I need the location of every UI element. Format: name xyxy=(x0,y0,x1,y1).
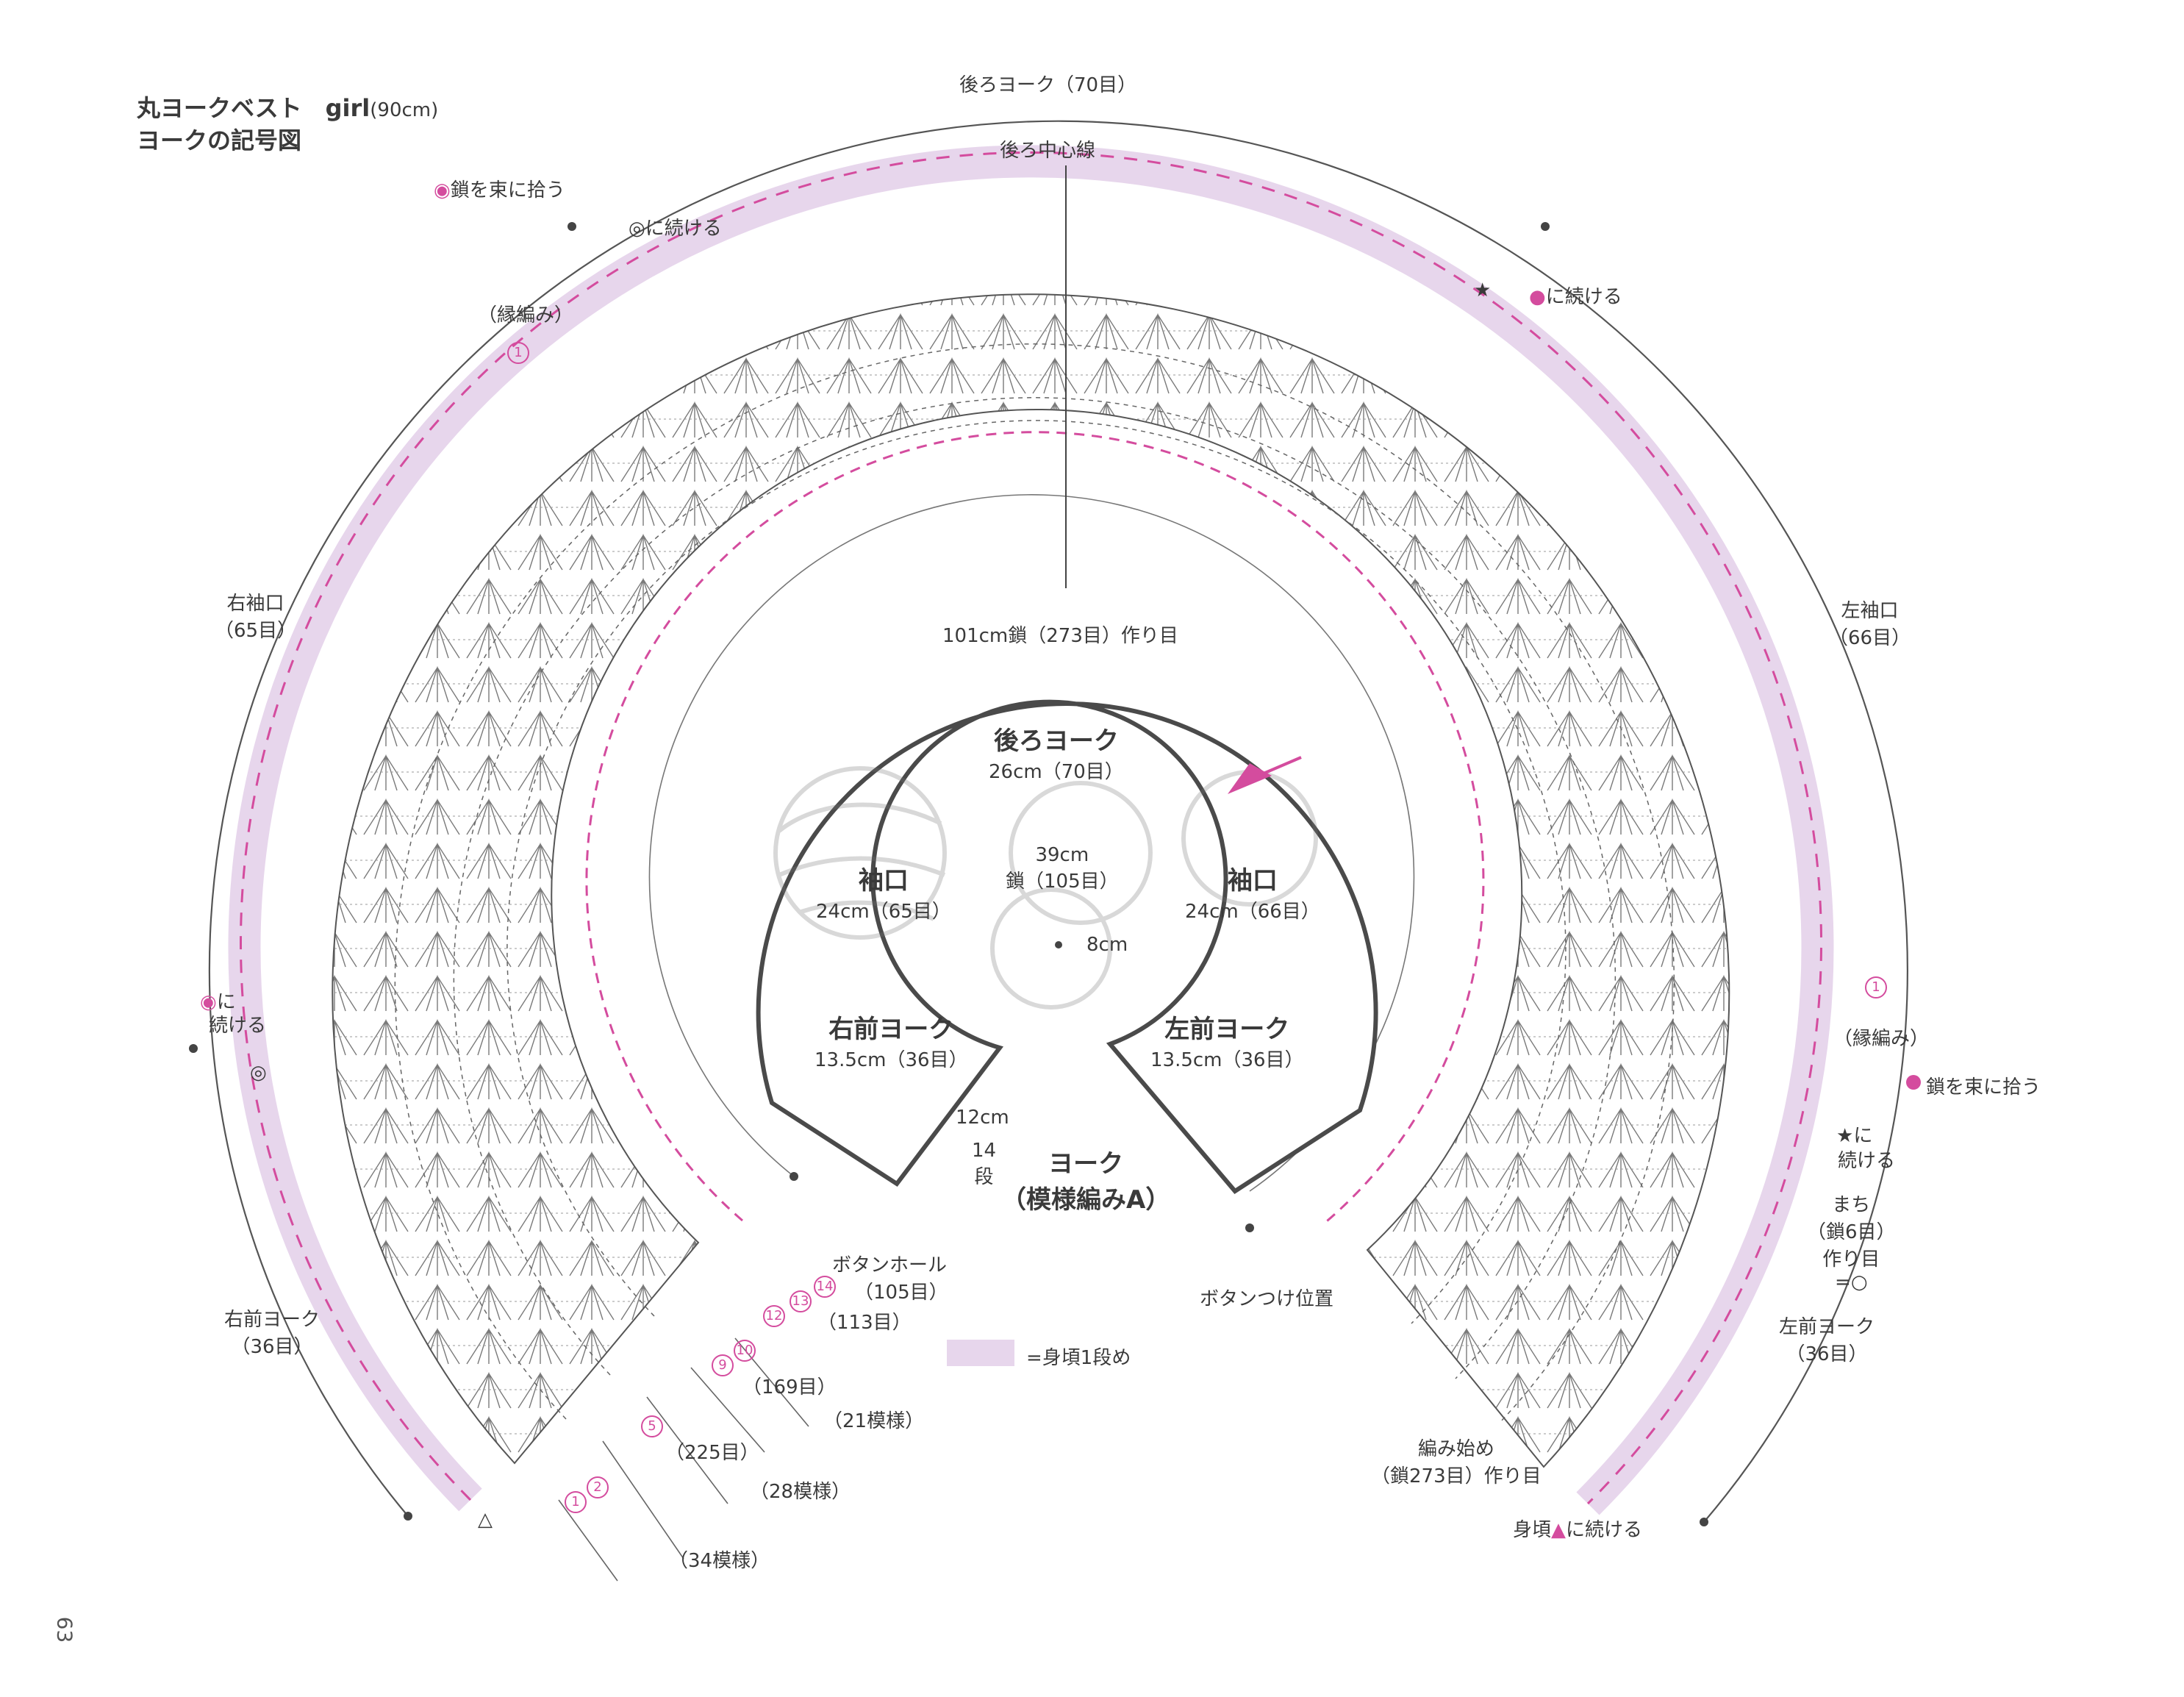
label-pink-continue: ●に続ける xyxy=(1529,286,1622,308)
row-marker-12: 12 xyxy=(762,1305,787,1327)
pink-dbl-circle-icon: ◉ xyxy=(434,179,451,201)
row-marker-1: 1 xyxy=(563,1491,588,1513)
label-buttonhole: ボタンホール （105目） xyxy=(832,1254,948,1304)
outer-guide-arc xyxy=(208,120,1908,1523)
dot-top-left xyxy=(568,222,576,231)
page-number: 63 xyxy=(52,1616,77,1643)
label-left-continue-2: 続ける xyxy=(209,1015,267,1037)
dot-right-pink xyxy=(1906,1075,1921,1090)
pink-arrow-shaft xyxy=(1249,756,1302,781)
label-count-113: （113目） xyxy=(817,1312,912,1334)
pink-dot-icon: ● xyxy=(1529,286,1546,308)
dot-center xyxy=(1055,941,1062,948)
schematic-depth: 12cm xyxy=(956,1107,1009,1129)
label-left-front-yoke: 左前ヨーク （36目） xyxy=(1779,1316,1875,1365)
schematic-left-front: 左前ヨーク 13.5cm（36目） xyxy=(1150,1015,1304,1071)
row-marker-9: 9 xyxy=(710,1354,735,1376)
double-circle-icon: ◎ xyxy=(629,218,645,240)
triangle-outline-icon: △ xyxy=(478,1509,493,1531)
label-left-sleeve: 左袖口 （66目） xyxy=(1829,600,1911,649)
dot-top-right xyxy=(1541,222,1550,231)
schematic-center: 8cm xyxy=(1086,934,1128,956)
label-chain-start: 101cm鎖（273目）作り目 xyxy=(942,625,1178,647)
label-left-continue: ◉に xyxy=(200,991,236,1013)
legend-swatch xyxy=(947,1340,1014,1366)
label-right-front-yoke: 右前ヨーク （36目） xyxy=(224,1309,321,1358)
label-count-169: （169目） xyxy=(742,1376,837,1398)
label-count-225: （225目） xyxy=(665,1442,759,1464)
row-marker-10: 10 xyxy=(732,1340,757,1362)
ring-row-b xyxy=(453,397,1616,1379)
legend-text: =身頃1段め xyxy=(1026,1347,1131,1369)
schematic-sleeve-left: 袖口 24cm（65目） xyxy=(816,866,951,923)
label-continue-dbl: ◎に続ける xyxy=(629,218,722,240)
label-count-28: （28模様） xyxy=(750,1481,851,1503)
row-marker-5: 5 xyxy=(640,1415,665,1437)
label-star-continue: ★に xyxy=(1836,1125,1873,1147)
chain-guide-arc xyxy=(648,494,1415,1192)
schematic-sleeve-right: 袖口 24cm（66目） xyxy=(1185,866,1320,923)
label-count-21: （21模様） xyxy=(823,1410,925,1432)
label-button-position: ボタンつけ位置 xyxy=(1200,1288,1334,1310)
dot-left xyxy=(189,1044,198,1053)
row-marker-13: 13 xyxy=(788,1290,813,1312)
label-star-continue-pink: ★ xyxy=(1474,279,1491,301)
label-edging-right: （縁編み） xyxy=(1833,1028,1930,1050)
dot-br xyxy=(1700,1518,1708,1526)
schematic-right-front: 右前ヨーク 13.5cm（36目） xyxy=(814,1015,968,1071)
dot-inner-bl xyxy=(790,1172,798,1181)
label-pick-bundle-right: 鎖を束に拾う xyxy=(1926,1076,2041,1098)
pink-dbl-circle-icon-2: ◉ xyxy=(200,991,217,1013)
label-gusset: まち （鎖6目） 作り目 =○ xyxy=(1807,1194,1896,1293)
double-circle-icon-left: ◎ xyxy=(250,1062,267,1084)
label-count-34: （34模様） xyxy=(669,1550,770,1572)
label-back-center: 後ろ中心線 xyxy=(1000,140,1096,162)
label-edging-left: （縁編み） xyxy=(478,304,574,326)
dot-inner-br xyxy=(1245,1223,1254,1232)
title-line2: ヨークの記号図 xyxy=(137,126,302,154)
star-icon-2: ★ xyxy=(1836,1125,1854,1147)
edging-band xyxy=(228,145,1834,1515)
title-line1: 丸ヨークベスト girl(90cm) xyxy=(137,94,439,122)
star-icon: ★ xyxy=(1474,279,1492,301)
yarn-ball-watermark xyxy=(773,766,1318,1010)
ring-row-a xyxy=(394,343,1675,1423)
row-marker-1-left: 1 xyxy=(506,340,531,364)
schematic-outline xyxy=(756,699,1378,1194)
dot-bl xyxy=(404,1512,412,1521)
label-back-yoke-top: 後ろヨーク（70目） xyxy=(959,74,1137,96)
label-start: 編み始め （鎖273目）作り目 xyxy=(1371,1438,1542,1487)
schematic-rows: 14 段 xyxy=(972,1140,997,1188)
row-marker-1-right: 1 xyxy=(1863,974,1888,998)
label-right-sleeve: 右袖口 （65目） xyxy=(215,593,297,642)
count-brackets xyxy=(558,1337,809,1582)
edging-scallops xyxy=(240,151,1822,1505)
label-star-continue-2: 続ける xyxy=(1838,1150,1896,1172)
schematic-yoke: ヨーク （模様編みA） xyxy=(1001,1149,1171,1215)
row-marker-2: 2 xyxy=(585,1476,610,1498)
schematic-back-yoke: 後ろヨーク 26cm（70目） xyxy=(989,726,1124,783)
label-pick-bundle-left: ◉鎖を束に拾う xyxy=(434,179,565,201)
schematic-neck: 39cm 鎖（105目） xyxy=(1006,844,1119,893)
inner-pink-edge xyxy=(585,431,1485,1226)
row-marker-14: 14 xyxy=(812,1276,837,1298)
pink-triangle-icon: ▲ xyxy=(1551,1519,1567,1541)
label-continue-body: 身頃▲に続ける xyxy=(1513,1519,1643,1541)
